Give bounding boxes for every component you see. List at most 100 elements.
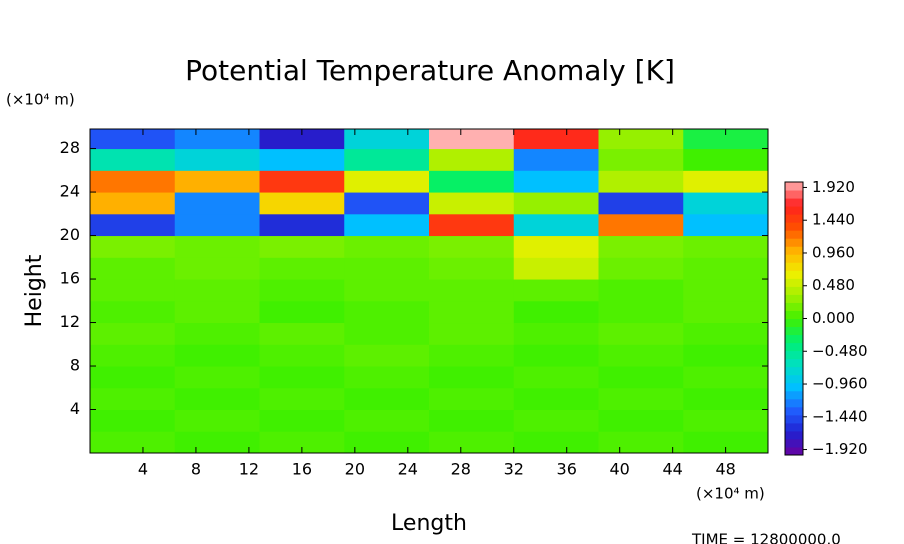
heat-cell bbox=[683, 129, 769, 150]
colorbar-segment bbox=[785, 286, 803, 295]
heat-cell bbox=[598, 235, 684, 258]
heat-cell bbox=[513, 279, 599, 302]
heat-cell bbox=[174, 192, 260, 215]
heat-cell bbox=[174, 322, 260, 345]
heat-cell bbox=[429, 431, 515, 454]
colorbar-segment bbox=[785, 438, 803, 448]
x-axis-label: Length bbox=[391, 511, 467, 536]
heat-cell bbox=[344, 387, 430, 411]
heat-cell bbox=[174, 170, 260, 193]
heat-cell bbox=[259, 192, 345, 215]
heat-cell bbox=[90, 409, 176, 432]
heat-cell bbox=[683, 148, 769, 171]
heat-cell bbox=[90, 148, 176, 171]
heat-cell bbox=[429, 322, 515, 345]
colorbar-segment bbox=[785, 358, 803, 368]
heat-cell bbox=[598, 322, 684, 345]
heat-cell bbox=[513, 213, 599, 237]
colorbar-segment bbox=[785, 214, 803, 223]
heat-cell bbox=[174, 213, 260, 237]
x-tick-label: 28 bbox=[451, 460, 471, 479]
heat-cell bbox=[90, 387, 176, 411]
heat-cell bbox=[259, 129, 345, 150]
heat-cell bbox=[513, 409, 599, 432]
y-axis-label: Height bbox=[22, 254, 47, 327]
heat-cell bbox=[598, 279, 684, 302]
heat-cell bbox=[513, 366, 599, 389]
colorbar-label: 0.480 bbox=[812, 276, 855, 294]
heat-cell bbox=[598, 213, 684, 237]
colorbar-segment bbox=[785, 382, 803, 392]
heat-cell bbox=[90, 322, 176, 345]
colorbar-label: −1.920 bbox=[812, 440, 868, 458]
x-tick-label: 16 bbox=[292, 460, 312, 479]
colorbar-segment bbox=[785, 422, 803, 432]
heat-cell bbox=[174, 129, 260, 150]
heat-cell bbox=[513, 344, 599, 367]
colorbar-segment bbox=[785, 302, 803, 311]
heat-cell bbox=[90, 257, 176, 280]
colorbar-segment bbox=[785, 414, 803, 424]
heat-cell bbox=[344, 300, 430, 324]
heat-cell bbox=[259, 344, 345, 367]
colorbar-segment bbox=[785, 398, 803, 408]
heat-cell bbox=[598, 257, 684, 280]
heat-cell bbox=[429, 170, 515, 193]
colorbar-segment bbox=[785, 190, 803, 199]
heat-cell bbox=[598, 409, 684, 432]
colorbar-segment bbox=[785, 206, 803, 215]
heat-cell bbox=[598, 129, 684, 150]
heat-cell bbox=[344, 257, 430, 280]
heat-cell bbox=[344, 235, 430, 258]
y-unit: (×10⁴ m) bbox=[6, 91, 75, 109]
heat-cell bbox=[174, 300, 260, 324]
x-unit: (×10⁴ m) bbox=[696, 485, 765, 503]
heat-cell bbox=[344, 409, 430, 432]
heat-cell bbox=[683, 322, 769, 345]
colorbar-segment bbox=[785, 446, 803, 456]
heat-cell bbox=[683, 366, 769, 389]
heat-cell bbox=[344, 366, 430, 389]
colorbar-segment bbox=[785, 278, 803, 287]
heat-cell bbox=[344, 431, 430, 454]
heat-cell bbox=[90, 170, 176, 193]
colorbar-segment bbox=[785, 270, 803, 279]
colorbar-label: −0.480 bbox=[812, 342, 868, 360]
heat-cell bbox=[598, 366, 684, 389]
heat-cell bbox=[683, 257, 769, 280]
footer: TIME = 12800000.0 bbox=[691, 531, 841, 544]
colorbar-label: −0.960 bbox=[812, 375, 868, 393]
colorbar-segment bbox=[785, 182, 803, 191]
heat-cell bbox=[90, 192, 176, 215]
colorbar-segment bbox=[785, 374, 803, 384]
heat-cell bbox=[683, 387, 769, 411]
colorbar-segment bbox=[785, 366, 803, 376]
heat-cell bbox=[429, 257, 515, 280]
heat-cell bbox=[513, 192, 599, 215]
x-tick-label: 40 bbox=[610, 460, 630, 479]
heat-cell bbox=[429, 300, 515, 324]
heat-cell bbox=[344, 192, 430, 215]
heat-cell bbox=[513, 257, 599, 280]
colorbar-segment bbox=[785, 318, 803, 328]
heat-cell bbox=[683, 213, 769, 237]
x-tick-label: 12 bbox=[239, 460, 259, 479]
heat-cell bbox=[513, 387, 599, 411]
x-tick-label: 24 bbox=[398, 460, 418, 479]
heat-cell bbox=[598, 148, 684, 171]
heat-cell bbox=[344, 170, 430, 193]
x-tick-label: 36 bbox=[557, 460, 577, 479]
heat-cell bbox=[683, 409, 769, 432]
heat-cell bbox=[174, 431, 260, 454]
colorbar-segment bbox=[785, 342, 803, 352]
heat-cell bbox=[90, 431, 176, 454]
heat-cell bbox=[513, 235, 599, 258]
colorbar-segment bbox=[785, 222, 803, 231]
heat-cell bbox=[174, 257, 260, 280]
heat-cell bbox=[429, 213, 515, 237]
heat-cell bbox=[259, 300, 345, 324]
colorbar-segment bbox=[785, 254, 803, 263]
x-tick-label: 8 bbox=[191, 460, 201, 479]
heat-cell bbox=[90, 279, 176, 302]
